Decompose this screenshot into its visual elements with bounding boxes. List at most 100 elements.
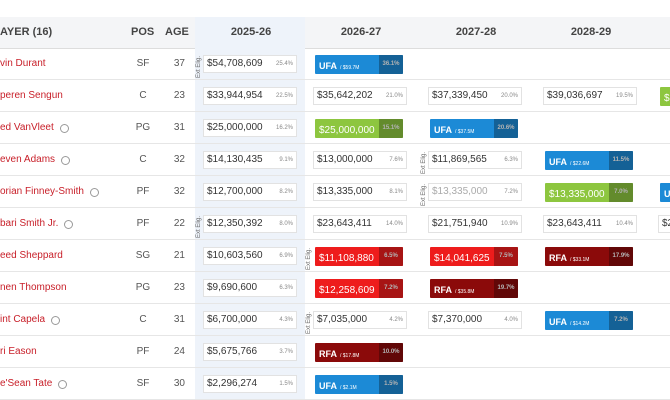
badge-amount: $39 xyxy=(664,93,670,104)
pct-of-cap: 3.7% xyxy=(279,349,293,355)
contract-badge: UFA / $2.1M 1.5% xyxy=(315,375,403,394)
age: 30 xyxy=(173,378,185,389)
cell-box xyxy=(658,215,670,233)
badge-left: $25,000,000 xyxy=(315,119,379,138)
age: 31 xyxy=(173,122,185,133)
badge-pct: 7.2% xyxy=(379,279,403,298)
row-divider xyxy=(0,111,670,112)
amount: $13,335,000 xyxy=(317,186,373,197)
row-divider xyxy=(0,239,670,240)
pct-of-cap: 19.5% xyxy=(615,93,633,99)
age: 21 xyxy=(173,250,185,261)
badge-type: UFA xyxy=(549,157,567,167)
badge-amount: / $2.1M xyxy=(340,385,357,391)
header-player: AYER (16) xyxy=(0,26,53,38)
position: PG xyxy=(135,282,151,293)
pct-of-cap: 8.0% xyxy=(279,221,293,227)
badge-amount: $25,000,000 xyxy=(319,125,375,136)
pct-of-cap: 6.3% xyxy=(504,157,518,163)
ext-eligible: Ext Elig. xyxy=(196,215,202,238)
badge-pct: 17.9% xyxy=(609,247,633,266)
pct-of-cap: 4.2% xyxy=(389,317,403,323)
cell-box xyxy=(313,151,407,169)
cell-box xyxy=(428,215,522,233)
header-season: 2028-29 xyxy=(570,26,612,38)
row-divider xyxy=(0,335,670,336)
contract-badge: RFA / $17.8M 10.0% xyxy=(315,343,403,362)
pct-of-cap: 22.5% xyxy=(275,93,293,99)
amount: $33,944,954 xyxy=(207,90,263,101)
player-icon xyxy=(51,316,61,325)
amount: $2 xyxy=(662,218,670,229)
age: 23 xyxy=(173,282,185,293)
row-divider xyxy=(0,271,670,272)
position: PG xyxy=(135,122,151,133)
player-name: bari Smith Jr. xyxy=(0,218,59,229)
badge-left: UFA / $37.5M xyxy=(430,119,494,138)
badge-left: UFA xyxy=(660,183,670,202)
badge-left: RFA / $33.1M xyxy=(545,247,609,266)
amount: $7,370,000 xyxy=(432,314,483,325)
header-season: 2026-27 xyxy=(340,26,382,38)
amount: $54,708,609 xyxy=(207,58,263,69)
player-icon xyxy=(59,124,69,133)
badge-pct: 1.5% xyxy=(379,375,403,394)
row-divider xyxy=(0,143,670,144)
amount: $13,335,000 xyxy=(432,186,488,197)
pct-of-cap: 8.1% xyxy=(389,189,403,195)
badge-type: UFA xyxy=(319,381,337,391)
ext-eligible: Ext Elig. xyxy=(306,247,312,270)
pct-of-cap: 16.2% xyxy=(275,125,293,131)
cell-box xyxy=(428,183,522,201)
cell-box xyxy=(203,311,297,329)
contract-badge: $14,041,625 7.5% xyxy=(430,247,518,266)
amount: $10,603,560 xyxy=(207,250,263,261)
header-age: AGE xyxy=(165,26,189,38)
contract-badge: RFA / $33.1M 17.9% xyxy=(545,247,633,266)
badge-amount: / $59.7M xyxy=(340,65,360,71)
cell-box xyxy=(203,375,297,393)
cell-box xyxy=(203,183,297,201)
position: C xyxy=(139,154,147,165)
badge-pct: 20.6% xyxy=(494,119,518,138)
badge-pct: 7.5% xyxy=(494,247,518,266)
cell-box xyxy=(203,55,297,73)
badge-left: UFA / $59.7M xyxy=(315,55,379,74)
header-season: 2027-28 xyxy=(455,26,497,38)
badge-left: $13,335,000 xyxy=(545,183,609,202)
amount: $37,339,450 xyxy=(432,90,488,101)
cell-box xyxy=(313,183,407,201)
amount: $6,700,000 xyxy=(207,314,258,325)
player-name: vin Durant xyxy=(0,58,46,69)
player-icon xyxy=(58,380,68,389)
cell-box xyxy=(428,311,522,329)
badge-type: UFA xyxy=(549,317,567,327)
age: 31 xyxy=(173,314,185,325)
contract-badge: $39 xyxy=(660,87,670,106)
badge-amount: $11,108,880 xyxy=(319,253,374,264)
amount: $12,350,392 xyxy=(207,218,263,229)
age: 32 xyxy=(173,186,185,197)
player-name: e'Sean Tate xyxy=(0,378,53,389)
pct-of-cap: 7.6% xyxy=(389,157,403,163)
position: SF xyxy=(136,378,150,389)
badge-amount: / $14.2M xyxy=(570,321,590,327)
contract-badge: UFA / $59.7M 36.1% xyxy=(315,55,403,74)
contract-badge: UFA / $37.5M 20.6% xyxy=(430,119,518,138)
row-divider xyxy=(0,207,670,208)
pct-of-cap: 10.4% xyxy=(615,221,633,227)
amount: $12,700,000 xyxy=(207,186,263,197)
badge-amount: $12,258,609 xyxy=(319,285,375,296)
player-name: orian Finney-Smith xyxy=(0,186,84,197)
pct-of-cap: 7.2% xyxy=(504,189,518,195)
badge-pct: 7.2% xyxy=(609,311,633,330)
cell-box xyxy=(203,343,297,361)
cell-box xyxy=(543,215,637,233)
age: 22 xyxy=(173,218,185,229)
position: PF xyxy=(136,346,150,357)
row-divider xyxy=(0,303,670,304)
player-icon xyxy=(64,220,74,229)
contract-badge: UFA / $22.6M 11.5% xyxy=(545,151,633,170)
cell-box xyxy=(313,87,407,105)
